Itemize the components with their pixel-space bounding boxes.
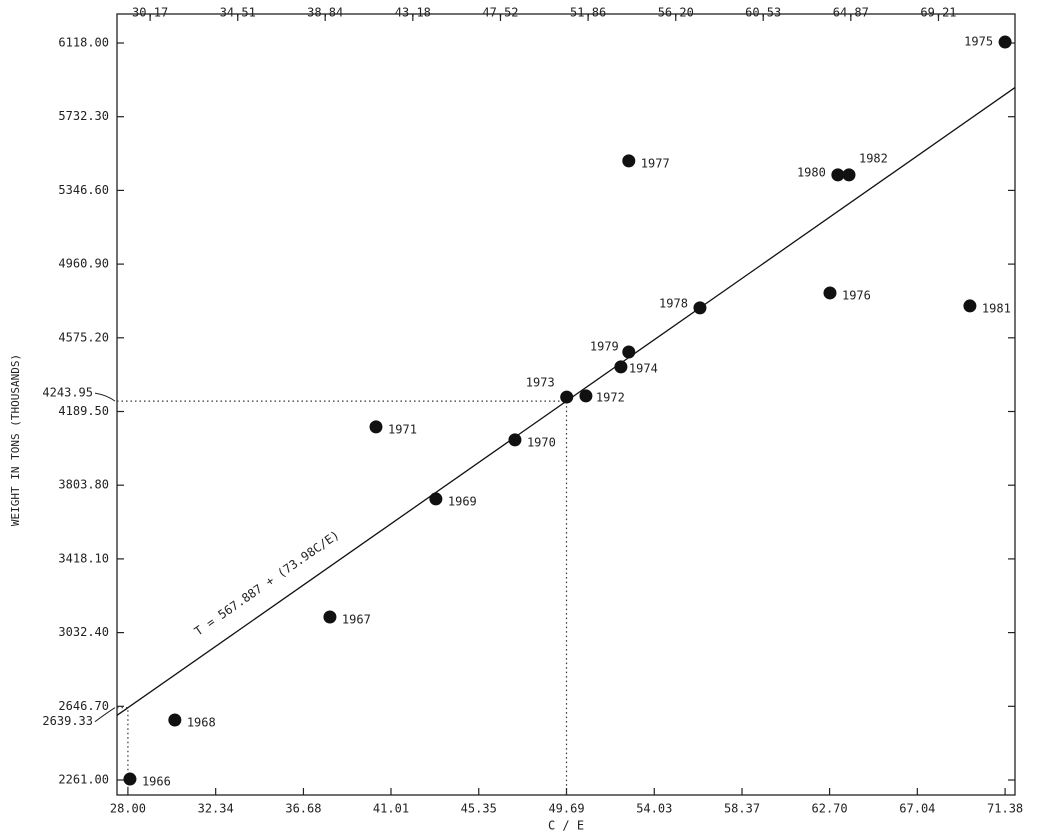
x-tick-label: 36.68 bbox=[285, 802, 321, 816]
x-tick-label: 67.04 bbox=[899, 802, 935, 816]
y-tick-label: 5346.60 bbox=[58, 183, 109, 197]
reference-guide bbox=[117, 400, 568, 795]
y-tick-label: 3803.80 bbox=[58, 478, 109, 492]
y-tick-label: 4960.90 bbox=[58, 257, 109, 271]
data-point bbox=[323, 610, 337, 624]
y-tick-label: 4189.50 bbox=[58, 404, 109, 418]
x2-tick-label: 38.84 bbox=[307, 6, 343, 20]
x2-tick-label: 43.18 bbox=[395, 6, 431, 20]
x2-tick-label: 51.86 bbox=[570, 6, 606, 20]
data-point bbox=[622, 154, 636, 168]
reference-arrow bbox=[94, 392, 116, 402]
x2-tick-label: 47.52 bbox=[482, 6, 518, 20]
x2-tick-label: 60.53 bbox=[745, 6, 781, 20]
point-label: 1980 bbox=[797, 165, 826, 179]
data-point bbox=[622, 345, 636, 359]
reference-arrow bbox=[94, 707, 116, 723]
data-point bbox=[614, 360, 628, 374]
y-tick-label: 2261.00 bbox=[58, 773, 109, 787]
y-tick-label: 4575.20 bbox=[58, 330, 109, 344]
y-tick-label: 3418.10 bbox=[58, 551, 109, 565]
reference-label: 2639.33 bbox=[42, 714, 93, 728]
point-label: 1974 bbox=[629, 361, 658, 375]
point-label: 1976 bbox=[842, 288, 871, 302]
x-tick-label: 58.37 bbox=[724, 802, 760, 816]
point-label: 1972 bbox=[596, 390, 625, 404]
x-tick-label: 41.01 bbox=[373, 802, 409, 816]
data-point bbox=[579, 389, 593, 403]
regression-label: T = 567.887 + (73.98C/E) bbox=[192, 528, 342, 639]
y-tick-label: 6118.00 bbox=[58, 36, 109, 50]
x-axis-label: C / E bbox=[548, 819, 584, 833]
data-point bbox=[963, 299, 977, 313]
x-tick-label: 28.00 bbox=[110, 802, 146, 816]
point-label: 1975 bbox=[964, 35, 993, 49]
y-axis-label: WEIGHT IN TONS (THOUSANDS) bbox=[9, 354, 22, 526]
x-tick-label: 32.34 bbox=[198, 802, 234, 816]
x-tick-label: 54.03 bbox=[636, 802, 672, 816]
point-label: 1966 bbox=[142, 775, 171, 789]
data-point bbox=[823, 286, 837, 300]
data-point bbox=[369, 420, 383, 434]
data-point bbox=[560, 390, 574, 404]
x2-tick-label: 56.20 bbox=[658, 6, 694, 20]
point-label: 1979 bbox=[590, 339, 619, 353]
point-label: 1970 bbox=[527, 435, 556, 449]
point-label: 1973 bbox=[526, 376, 555, 390]
reference-label: 4243.95 bbox=[42, 386, 93, 400]
point-label: 1967 bbox=[342, 613, 371, 627]
point-label: 1969 bbox=[448, 494, 477, 508]
point-label: 1981 bbox=[982, 301, 1011, 315]
data-point bbox=[998, 35, 1012, 49]
y-tick-label: 3032.40 bbox=[58, 625, 109, 639]
data-point bbox=[508, 433, 522, 447]
x2-tick-label: 69.21 bbox=[920, 6, 956, 20]
data-point bbox=[842, 168, 856, 182]
data-point bbox=[693, 301, 707, 315]
point-label: 1971 bbox=[388, 422, 417, 436]
x-tick-label: 62.70 bbox=[812, 802, 848, 816]
point-label: 1982 bbox=[859, 151, 888, 165]
x2-tick-label: 34.51 bbox=[220, 6, 256, 20]
data-point bbox=[429, 492, 443, 506]
y-tick-label: 5732.30 bbox=[58, 109, 109, 123]
x-tick-label: 49.69 bbox=[548, 802, 584, 816]
point-label: 1978 bbox=[659, 296, 688, 310]
data-point bbox=[831, 168, 845, 182]
x2-tick-label: 64.87 bbox=[833, 6, 869, 20]
x-tick-label: 71.38 bbox=[987, 802, 1023, 816]
x2-tick-label: 30.17 bbox=[132, 6, 168, 20]
y-tick-label: 2646.70 bbox=[58, 699, 109, 713]
point-label: 1977 bbox=[641, 156, 670, 170]
data-point bbox=[123, 772, 137, 786]
x-tick-label: 45.35 bbox=[461, 802, 497, 816]
plot-frame bbox=[116, 13, 1016, 796]
point-label: 1968 bbox=[187, 716, 216, 730]
data-point bbox=[168, 713, 182, 727]
